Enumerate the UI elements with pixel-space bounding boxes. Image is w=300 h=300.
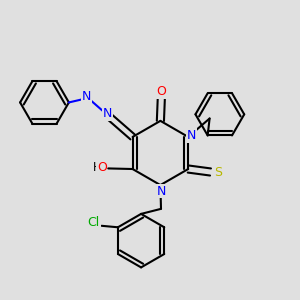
Text: H: H bbox=[93, 161, 102, 174]
Text: Cl: Cl bbox=[88, 216, 100, 229]
Text: O: O bbox=[97, 161, 107, 174]
Text: N: N bbox=[157, 184, 167, 197]
Text: N: N bbox=[103, 107, 112, 120]
Text: N: N bbox=[82, 90, 91, 103]
Text: S: S bbox=[214, 166, 222, 179]
Text: N: N bbox=[187, 129, 196, 142]
Text: O: O bbox=[156, 85, 166, 98]
